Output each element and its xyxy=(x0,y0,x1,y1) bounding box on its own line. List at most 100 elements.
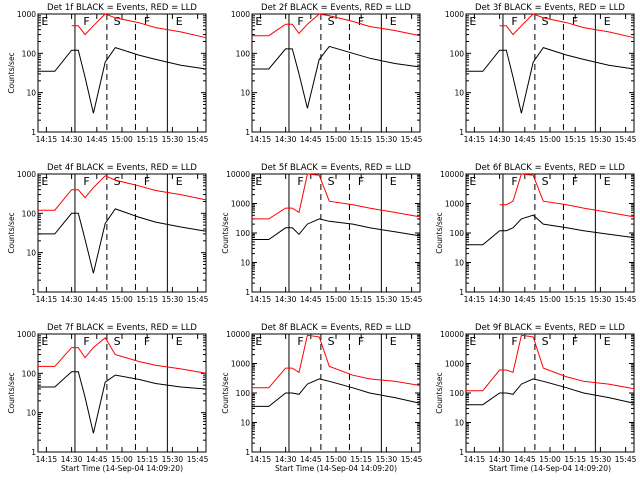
event-label: S xyxy=(114,335,121,348)
series-line-events xyxy=(38,208,207,274)
y-tick-label: 10000 xyxy=(440,330,464,339)
y-tick-label: 1000 xyxy=(445,360,464,369)
y-tick-label: 100 xyxy=(450,229,465,238)
x-tick-label: 14:45 xyxy=(300,455,322,464)
x-tick-label: 14:45 xyxy=(514,135,536,144)
x-tick-label: 15:45 xyxy=(187,295,209,304)
y-tick-label: 1000 xyxy=(17,10,36,19)
event-label: E xyxy=(604,175,611,188)
x-tick-label: 15:00 xyxy=(325,135,347,144)
x-axis-label: Start Time (14-Sep-04 14:09:20) xyxy=(275,464,397,473)
x-tick-label: 14:15 xyxy=(250,135,272,144)
event-label: S xyxy=(328,335,335,348)
x-tick-label: 15:15 xyxy=(564,295,586,304)
x-tick-label: 15:45 xyxy=(615,455,637,464)
y-axis-label: Counts/sec xyxy=(221,372,230,413)
x-tick-label: 15:00 xyxy=(111,135,133,144)
event-label: F xyxy=(358,335,364,348)
event-label: S xyxy=(328,175,335,188)
series-line-lld xyxy=(499,13,635,39)
x-tick-label: 14:45 xyxy=(514,455,536,464)
x-tick-label: 14:15 xyxy=(250,455,272,464)
event-label: F xyxy=(358,175,364,188)
series-line-events xyxy=(466,378,635,406)
y-tick-label: 10000 xyxy=(440,170,464,179)
event-label: F xyxy=(83,335,89,348)
y-tick-label: 100 xyxy=(22,369,37,378)
x-tick-label: 15:45 xyxy=(615,135,637,144)
plot-frame xyxy=(37,333,207,453)
series-line-events xyxy=(38,47,207,114)
event-label: S xyxy=(328,15,335,28)
series-line-lld xyxy=(252,173,421,220)
event-label: E xyxy=(604,335,611,348)
x-tick-label: 14:15 xyxy=(464,455,486,464)
x-tick-label: 14:45 xyxy=(300,135,322,144)
plot-frame xyxy=(251,333,421,453)
plot-frame xyxy=(465,333,635,453)
x-tick-label: 15:30 xyxy=(376,135,398,144)
x-tick-label: 15:30 xyxy=(376,455,398,464)
y-axis-label: Counts/sec xyxy=(435,372,444,413)
y-tick-label: 100 xyxy=(450,49,465,58)
x-tick-label: 15:30 xyxy=(162,135,184,144)
event-label: E xyxy=(176,175,183,188)
event-label: S xyxy=(114,15,121,28)
y-axis-label: Counts/sec xyxy=(7,372,16,413)
event-label: E xyxy=(390,175,397,188)
event-label: F xyxy=(297,15,303,28)
plot-frame xyxy=(251,13,421,133)
y-tick-label: 100 xyxy=(236,389,251,398)
y-tick-label: 10 xyxy=(240,259,250,268)
y-tick-label: 10 xyxy=(240,419,250,428)
event-label: F xyxy=(572,175,578,188)
x-tick-label: 15:30 xyxy=(590,295,612,304)
y-axis-label: Counts/sec xyxy=(221,212,230,253)
y-tick-label: 1 xyxy=(245,448,250,457)
x-tick-label: 15:00 xyxy=(539,455,561,464)
y-axis-label: Counts/sec xyxy=(435,212,444,253)
x-tick-label: 15:45 xyxy=(401,135,423,144)
y-tick-label: 1 xyxy=(459,128,464,137)
series-line-events xyxy=(38,371,207,434)
x-tick-label: 14:30 xyxy=(275,455,297,464)
x-tick-label: 15:45 xyxy=(187,455,209,464)
event-label: E xyxy=(255,15,262,28)
event-label: F xyxy=(572,15,578,28)
y-tick-label: 10 xyxy=(240,89,250,98)
plot-frame xyxy=(465,173,635,293)
y-tick-label: 1 xyxy=(459,448,464,457)
x-tick-label: 14:45 xyxy=(514,295,536,304)
x-tick-label: 15:15 xyxy=(136,455,158,464)
x-tick-label: 15:15 xyxy=(136,295,158,304)
x-tick-label: 15:15 xyxy=(350,455,372,464)
event-label: F xyxy=(572,335,578,348)
x-tick-label: 15:30 xyxy=(590,455,612,464)
y-tick-label: 10 xyxy=(26,409,36,418)
event-label: E xyxy=(469,335,476,348)
x-axis-label: Start Time (14-Sep-04 14:09:20) xyxy=(489,464,611,473)
y-tick-label: 1 xyxy=(245,288,250,297)
series-line-lld xyxy=(252,13,421,37)
y-tick-label: 10 xyxy=(454,259,464,268)
x-tick-label: 14:15 xyxy=(36,295,58,304)
panel-title: Det 3f BLACK = Events, RED = LLD xyxy=(475,3,625,13)
event-label: F xyxy=(83,175,89,188)
series-line-lld xyxy=(252,334,421,389)
series-line-events xyxy=(466,47,635,114)
y-tick-label: 1 xyxy=(31,128,36,137)
panel-title: Det 7f BLACK = Events, RED = LLD xyxy=(47,323,197,333)
x-tick-label: 14:30 xyxy=(489,455,511,464)
event-label: E xyxy=(41,335,48,348)
x-tick-label: 14:45 xyxy=(300,295,322,304)
x-tick-label: 14:45 xyxy=(86,135,108,144)
event-label: S xyxy=(542,175,549,188)
y-tick-label: 1000 xyxy=(17,330,36,339)
series-line-lld xyxy=(38,337,207,374)
x-tick-label: 15:15 xyxy=(350,135,372,144)
y-axis-label: Counts/sec xyxy=(7,52,16,93)
series-line-events xyxy=(252,45,421,109)
y-tick-label: 1000 xyxy=(231,360,250,369)
y-tick-label: 1 xyxy=(31,448,36,457)
x-tick-label: 14:30 xyxy=(275,295,297,304)
